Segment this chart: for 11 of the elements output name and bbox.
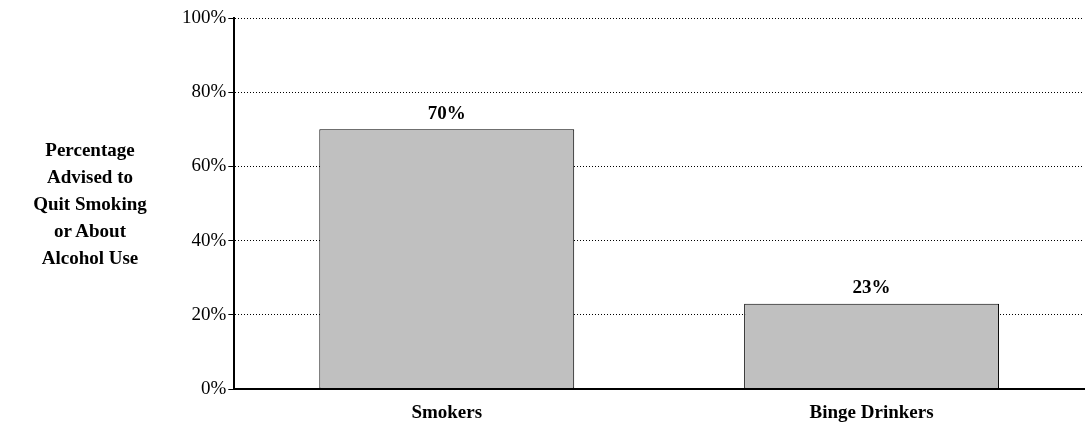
- y-tick-label: 80%: [191, 80, 227, 102]
- y-tick-label: 60%: [191, 154, 227, 176]
- x-tick-label: Binge Drinkers: [809, 400, 934, 422]
- y-axis-title: Percentage Advised to Quit Smoking or About Alcohol Use: [32, 137, 148, 270]
- y-tick-label: 100%: [182, 5, 227, 27]
- y-tick-label: 40%: [191, 228, 227, 250]
- x-tick-label: Smokers: [411, 400, 483, 422]
- data-label: 70%: [427, 101, 466, 123]
- y-tick-label: 20%: [191, 302, 227, 324]
- y-tick-label: 0%: [201, 377, 227, 399]
- data-label: 23%: [852, 276, 891, 298]
